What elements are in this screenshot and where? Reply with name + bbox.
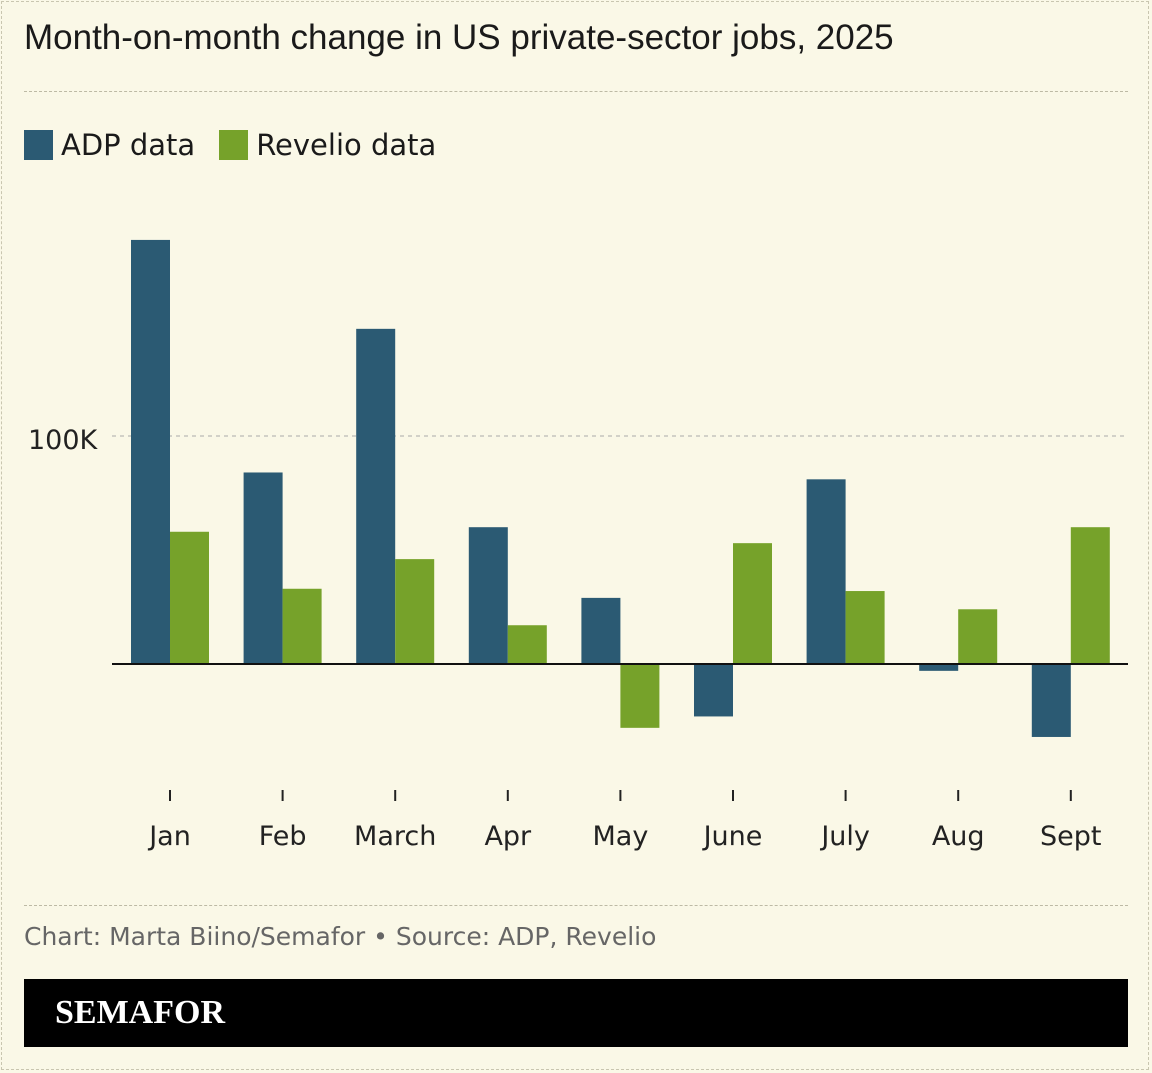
x-tick-label: Apr	[484, 821, 532, 852]
bar-revelio-feb	[282, 588, 322, 664]
bar-adp-apr	[468, 527, 508, 664]
semafor-logo: SEMAFOR	[55, 994, 225, 1031]
bar-adp-jan	[131, 239, 170, 665]
divider	[24, 91, 1128, 92]
brand-banner: SEMAFOR	[24, 979, 1128, 1047]
bar-adp-aug	[919, 664, 959, 671]
x-tick-label: Feb	[259, 821, 307, 852]
bar-adp-june	[694, 664, 733, 717]
legend-item-adp: ADP data	[24, 128, 195, 162]
bar-revelio-june	[733, 543, 772, 664]
legend-label-revelio: Revelio data	[256, 128, 437, 162]
bar-revelio-apr	[507, 625, 547, 664]
chart-title: Month-on-month change in US private-sect…	[24, 18, 894, 57]
bar-revelio-march	[395, 559, 435, 664]
bar-adp-sept	[1031, 664, 1071, 737]
x-tick-label: Jan	[147, 821, 191, 852]
bar-revelio-sept	[1070, 527, 1110, 664]
x-tick-label: July	[819, 821, 870, 852]
legend-label-adp: ADP data	[61, 128, 196, 162]
bar-chart: 100K Jan Feb March Apr May June July Aug Sept	[28, 239, 1128, 852]
divider	[24, 905, 1128, 906]
x-tick-label: Aug	[932, 821, 985, 852]
bar-revelio-may	[620, 664, 660, 728]
bar-adp-july	[806, 479, 846, 664]
bar-revelio-july	[845, 591, 885, 664]
legend: ADP data Revelio data	[24, 128, 460, 162]
bar-adp-may	[581, 597, 621, 664]
x-tick-label: March	[354, 821, 436, 852]
legend-swatch-revelio	[219, 130, 249, 160]
source-note: Chart: Marta Biino/Semafor • Source: ADP…	[24, 922, 657, 951]
bar-revelio-jan	[170, 531, 209, 664]
x-tick-label: Sept	[1040, 821, 1101, 852]
legend-item-revelio: Revelio data	[219, 128, 436, 162]
y-tick-label: 100K	[28, 425, 99, 456]
bar-adp-feb	[243, 472, 283, 664]
bar-adp-march	[356, 328, 396, 664]
x-tick-label: May	[592, 821, 648, 852]
bar-revelio-aug	[958, 609, 998, 664]
x-tick-label: June	[702, 821, 763, 852]
legend-swatch-adp	[24, 130, 53, 160]
